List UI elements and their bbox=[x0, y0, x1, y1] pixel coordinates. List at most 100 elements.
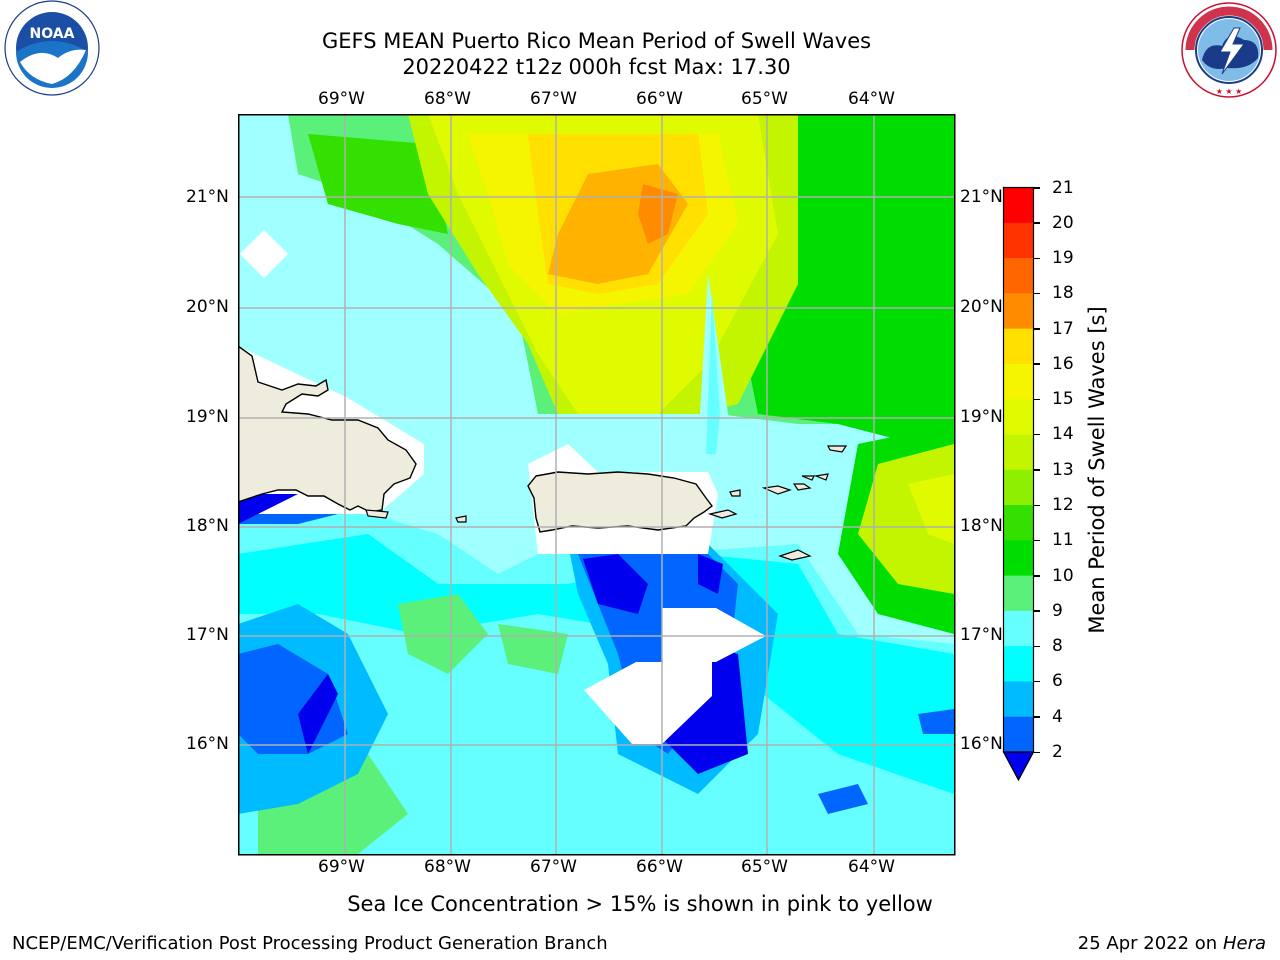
lon-label-bottom: 66°W bbox=[636, 857, 683, 877]
lat-label-right: 18°N bbox=[960, 516, 1003, 536]
lon-label-top: 67°W bbox=[530, 89, 577, 109]
colorbar-tick-label: 19 bbox=[1052, 248, 1074, 269]
branch-credit: NCEP/EMC/Verification Post Processing Pr… bbox=[12, 933, 608, 954]
host-name: Hera bbox=[1222, 933, 1266, 954]
colorbar-tick-mark bbox=[1034, 187, 1040, 189]
colorbar-tick-label: 15 bbox=[1052, 389, 1074, 410]
colorbar-tick-label: 2 bbox=[1052, 742, 1063, 762]
colorbar-frame bbox=[1002, 186, 1035, 753]
colorbar-tick-mark bbox=[1034, 716, 1040, 718]
land-puerto-rico bbox=[527, 471, 713, 533]
colorbar-tick-label: 14 bbox=[1052, 424, 1074, 445]
generation-date: 25 Apr 2022 on Hera bbox=[1078, 933, 1266, 955]
swell-period-map bbox=[238, 114, 956, 856]
lon-label-bottom: 67°W bbox=[530, 857, 577, 877]
colorbar-tick-mark bbox=[1034, 257, 1040, 260]
colorbar bbox=[1002, 186, 1035, 782]
colorbar-band bbox=[1003, 222, 1034, 259]
colorbar-tick-label: 17 bbox=[1052, 318, 1074, 339]
lon-label-bottom: 65°W bbox=[741, 857, 788, 877]
colorbar-tick-label: 18 bbox=[1052, 283, 1074, 304]
colorbar-tick-mark bbox=[1034, 398, 1040, 401]
colorbar-tick-mark bbox=[1034, 328, 1040, 330]
lat-label-left: 20°N bbox=[186, 297, 229, 317]
land-mona bbox=[455, 515, 467, 523]
lon-label-top: 69°W bbox=[318, 89, 365, 109]
colorbar-band bbox=[1003, 293, 1034, 330]
lon-label-top: 64°W bbox=[848, 89, 895, 109]
colorbar-tick-mark bbox=[1034, 222, 1040, 224]
lon-label-bottom: 68°W bbox=[424, 857, 471, 877]
lat-label-left: 18°N bbox=[186, 516, 229, 536]
colorbar-tick-mark bbox=[1034, 610, 1040, 612]
lat-label-left: 16°N bbox=[186, 734, 229, 754]
colorbar-band bbox=[1003, 575, 1034, 612]
colorbar-band bbox=[1003, 434, 1034, 471]
lat-label-right: 20°N bbox=[960, 297, 1003, 317]
lon-label-top: 65°W bbox=[741, 89, 788, 109]
lon-label-top: 68°W bbox=[424, 89, 471, 109]
colorbar-band bbox=[1003, 540, 1034, 577]
lat-label-right: 17°N bbox=[960, 625, 1003, 645]
lon-label-top: 66°W bbox=[636, 89, 683, 109]
graticule bbox=[238, 114, 954, 854]
colorbar-tick-label: 12 bbox=[1052, 495, 1074, 516]
field-max-17s bbox=[638, 184, 678, 244]
colorbar-tick-mark bbox=[1034, 292, 1040, 295]
land-st-croix bbox=[778, 549, 812, 561]
colorbar-band bbox=[1003, 610, 1034, 647]
colorbar-band bbox=[1003, 681, 1034, 718]
lat-label-left: 19°N bbox=[186, 407, 229, 427]
lat-label-right: 16°N bbox=[960, 734, 1003, 754]
colorbar-tick-mark bbox=[1034, 751, 1040, 753]
colorbar-extend-arrow bbox=[1002, 751, 1035, 782]
land-hispaniola bbox=[238, 345, 417, 513]
colorbar-tick-mark bbox=[1034, 469, 1040, 471]
colorbar-tick-mark bbox=[1034, 363, 1040, 365]
chart-subtitle: 20220422 t12z 000h fcst Max: 17.30 bbox=[402, 55, 791, 79]
colorbar-tick-label: 6 bbox=[1052, 671, 1063, 692]
colorbar-band bbox=[1003, 328, 1034, 365]
lon-label-bottom: 69°W bbox=[318, 857, 365, 877]
colorbar-tick-label: 4 bbox=[1052, 706, 1063, 727]
colorbar-tick-label: 10 bbox=[1052, 565, 1074, 586]
nws-logo-icon: ★ ★ ★ bbox=[1181, 2, 1277, 98]
colorbar-tick-mark bbox=[1034, 433, 1040, 436]
colorbar-band bbox=[1003, 187, 1034, 224]
colorbar-tick-mark bbox=[1034, 539, 1040, 542]
colorbar-band bbox=[1003, 363, 1034, 400]
lat-label-left: 21°N bbox=[186, 187, 229, 207]
colorbar-band bbox=[1003, 646, 1034, 682]
colorbar-band bbox=[1003, 399, 1034, 435]
colorbar-band bbox=[1003, 716, 1034, 753]
no-data-south-1 bbox=[662, 608, 766, 662]
colorbar-tick-label: 16 bbox=[1052, 353, 1074, 374]
colorbar-band bbox=[1003, 258, 1034, 294]
colorbar-tick-mark bbox=[1034, 645, 1040, 648]
colorbar-tick-label: 21 bbox=[1052, 177, 1074, 198]
date-text: 25 Apr 2022 on bbox=[1077, 933, 1223, 954]
colorbar-tick-label: 9 bbox=[1052, 600, 1063, 621]
colorbar-band bbox=[1003, 505, 1034, 541]
colorbar-tick-mark bbox=[1034, 575, 1040, 577]
colorbar-tick-label: 13 bbox=[1052, 459, 1074, 480]
colorbar-tick-mark bbox=[1034, 680, 1040, 683]
no-data-nw bbox=[240, 230, 288, 278]
colorbar-label: Mean Period of Swell Waves [s] bbox=[1085, 306, 1109, 634]
colorbar-tick-label: 8 bbox=[1052, 636, 1063, 657]
lat-label-right: 21°N bbox=[960, 187, 1003, 207]
colorbar-band bbox=[1003, 469, 1034, 506]
svg-text:★ ★ ★: ★ ★ ★ bbox=[1216, 87, 1243, 96]
noaa-logo-icon: NOAA bbox=[4, 0, 100, 96]
colorbar-tick-mark bbox=[1034, 504, 1040, 507]
noaa-logo-text: NOAA bbox=[30, 26, 75, 42]
field-10-11s-nw bbox=[308, 134, 448, 234]
map-frame bbox=[238, 114, 956, 856]
colorbar-tick-label: 11 bbox=[1052, 530, 1074, 551]
colorbar-tick-label: 20 bbox=[1052, 212, 1074, 233]
lat-label-right: 19°N bbox=[960, 407, 1003, 427]
lon-label-bottom: 64°W bbox=[848, 857, 895, 877]
sea-ice-note: Sea Ice Concentration > 15% is shown in … bbox=[347, 892, 933, 916]
chart-title: GEFS MEAN Puerto Rico Mean Period of Swe… bbox=[321, 29, 872, 53]
no-data-south-2 bbox=[584, 662, 712, 744]
